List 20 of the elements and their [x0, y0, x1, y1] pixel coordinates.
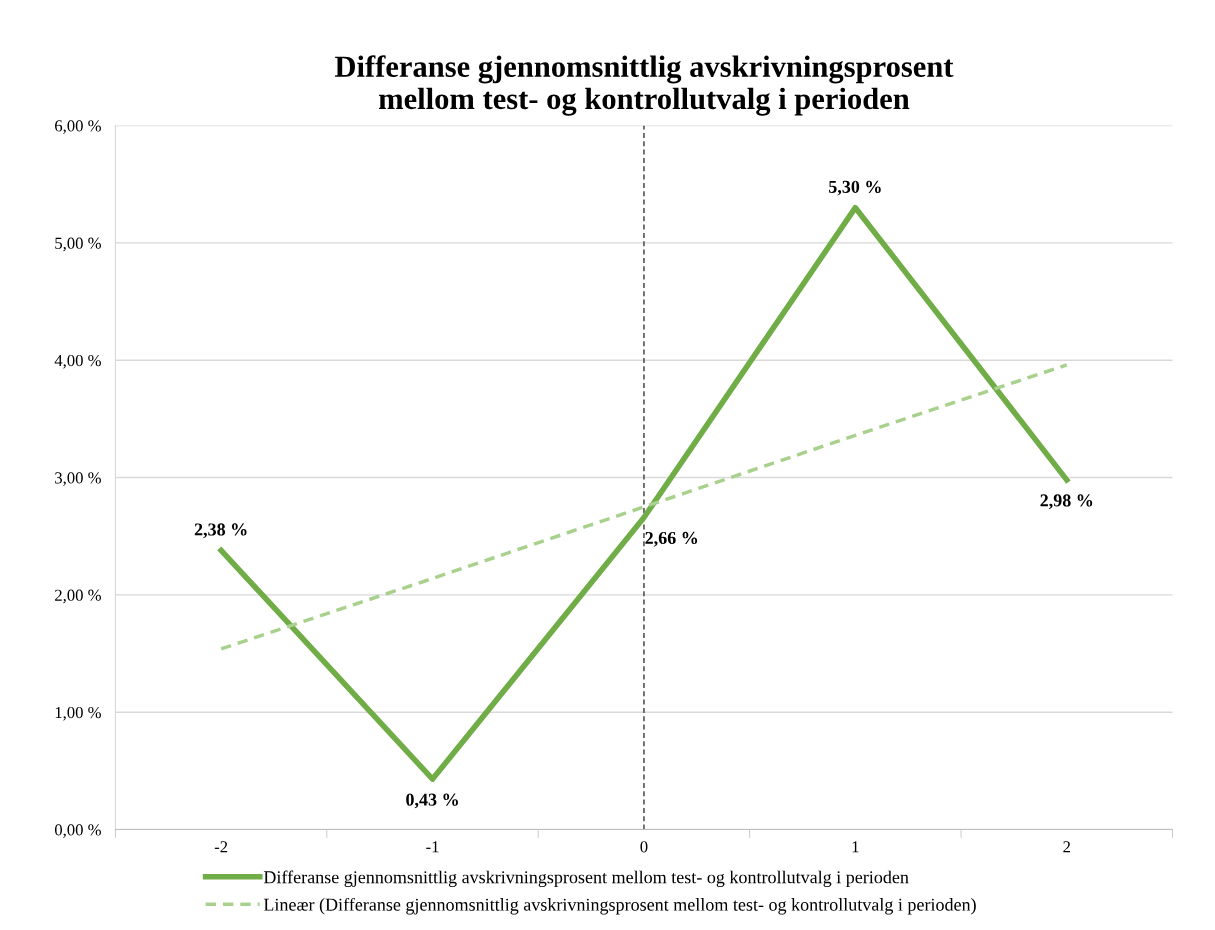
y-tick-label: 3,00 %: [55, 472, 101, 486]
data-label: 2,98 %: [1040, 494, 1093, 510]
x-tick-label: -2: [214, 841, 228, 853]
data-label: 0,43 %: [406, 793, 458, 809]
x-tick-label: 1: [852, 841, 859, 853]
y-tick-label: 2,00 %: [55, 589, 101, 604]
data-label: 2,38 %: [194, 523, 247, 539]
x-tick-label: 2: [1063, 841, 1071, 853]
legend-label: Differanse gjennomsnittlig avskrivningsprosent mellom test- og kontrollutvalg i perioden: [263, 870, 909, 888]
y-tick-label: 6,00 %: [55, 120, 101, 134]
chart-title: Differanse gjennomsnittlig avskrivningsprosent mellom test- og kontrollutvalg i perioden: [334, 55, 954, 116]
y-tick-label: 0,00 %: [54, 824, 101, 838]
x-tick-label: 0: [640, 841, 648, 853]
x-tick-label: -1: [426, 841, 439, 853]
legend-label: Lineær (Differanse gjennomsnittlig avskrivningsprosent mellom test- og kontrollutvalg i perioden): [263, 897, 976, 915]
data-label: 2,66 %: [645, 531, 698, 547]
y-tick-label: 5,00 %: [55, 237, 101, 252]
data-label: 5,30 %: [829, 180, 881, 196]
y-tick-label: 4,00 %: [54, 354, 101, 369]
y-tick-label: 1,00 %: [55, 706, 101, 721]
